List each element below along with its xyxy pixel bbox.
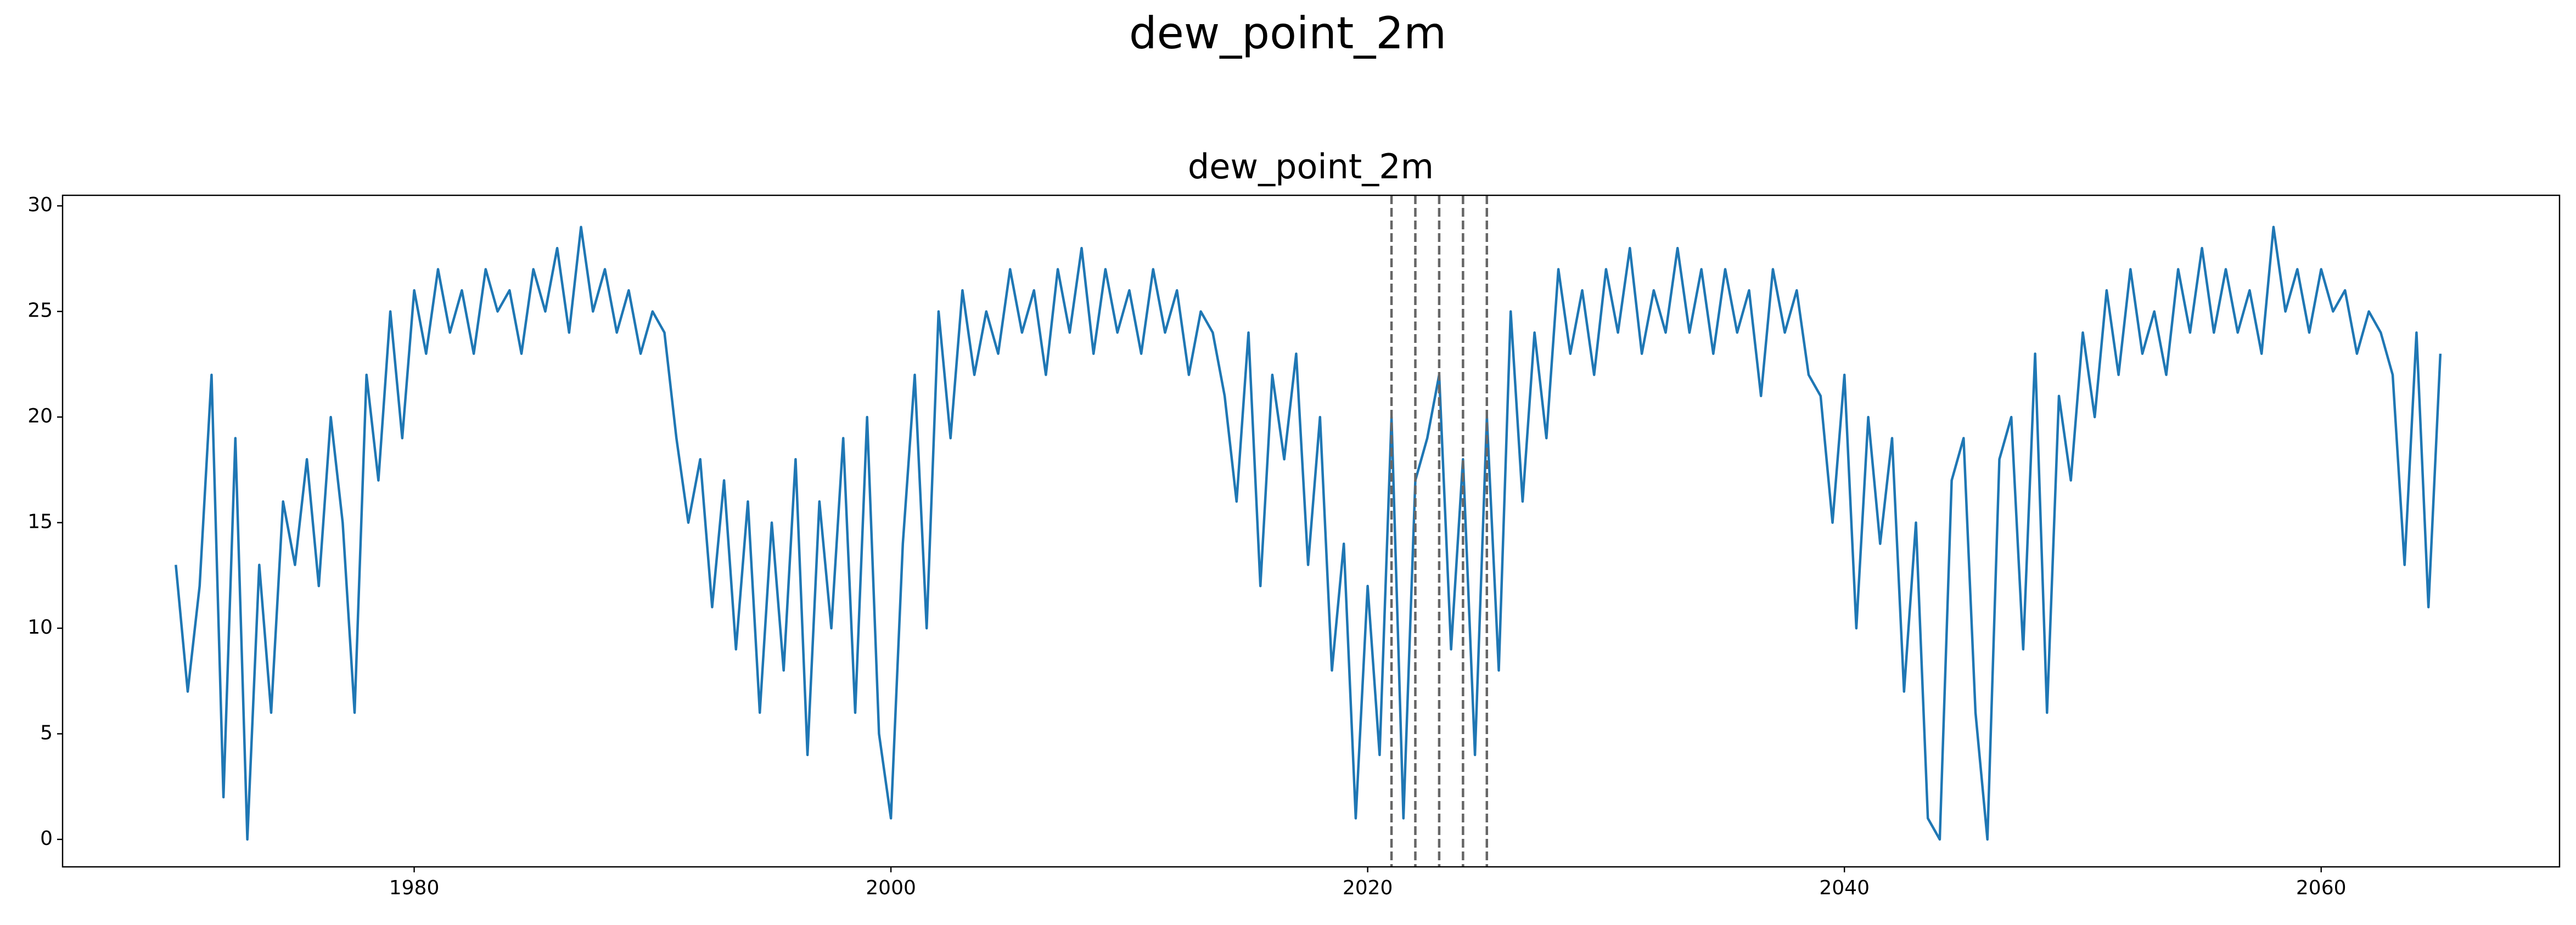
x-tick-label: 2060 (2296, 877, 2347, 899)
y-tick-label: 10 (27, 616, 53, 639)
y-tick-label: 30 (27, 194, 53, 216)
x-tick-label: 2020 (1343, 877, 1393, 899)
axes-title: dew_point_2m (1188, 146, 1434, 187)
y-tick-label: 25 (27, 300, 53, 322)
y-tick-label: 15 (27, 511, 53, 533)
y-tick-label: 5 (40, 722, 53, 744)
axes-frame (61, 194, 2561, 868)
x-tick-label: 2000 (866, 877, 916, 899)
y-tick-label: 0 (40, 827, 53, 850)
figure-title: dew_point_2m (1129, 8, 1446, 59)
y-tick-label: 20 (27, 405, 53, 427)
x-tick-label: 2040 (1819, 877, 1870, 899)
data-line (175, 225, 2442, 841)
x-tick-label: 1980 (389, 877, 440, 899)
